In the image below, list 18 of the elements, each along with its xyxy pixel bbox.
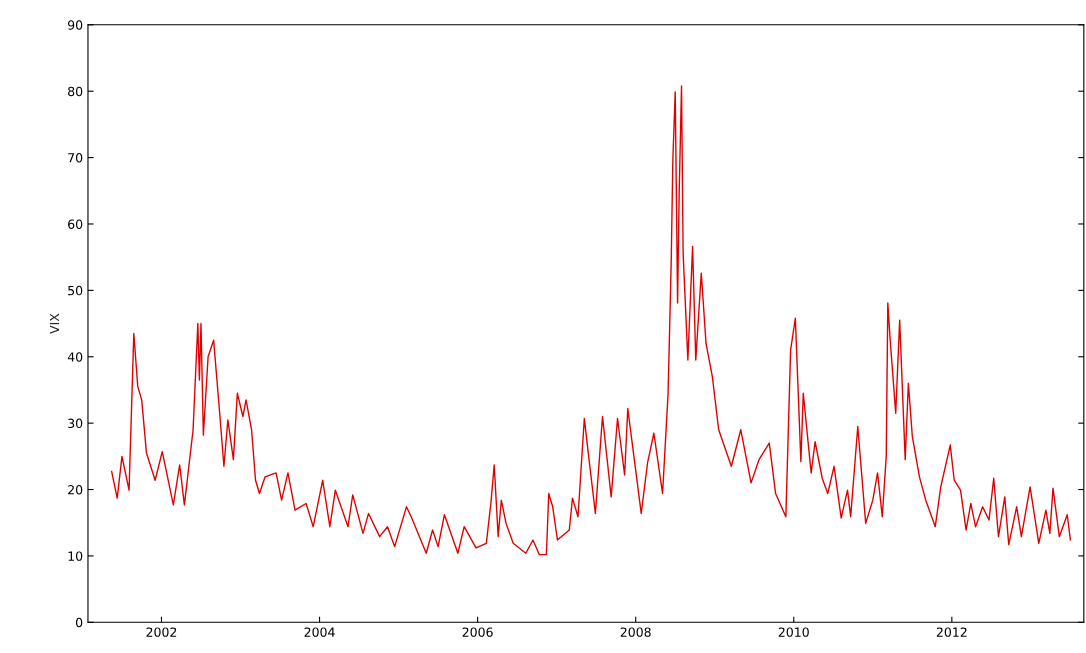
y-axis-title: VIX: [49, 313, 60, 334]
y-tick-label: 50: [68, 285, 83, 296]
x-tick-label: 2010: [778, 627, 809, 637]
y-tick-label: 80: [68, 86, 83, 97]
y-tick-label: 10: [68, 551, 83, 561]
y-tick-label: 30: [68, 418, 83, 429]
y-tick-label: 20: [68, 485, 83, 495]
x-tick-label: 2006: [462, 627, 493, 637]
y-tick-label: 60: [68, 219, 83, 229]
y-tick-label: 70: [68, 153, 83, 163]
x-tick-label: 2008: [620, 627, 651, 637]
x-tick-label: 2002: [146, 627, 177, 637]
x-tick-label: 2004: [304, 627, 335, 637]
y-tick-label: 40: [67, 352, 83, 362]
line-series: [110, 85, 1072, 556]
y-tick-label: 0: [75, 617, 83, 628]
x-tick-label: 2012: [936, 627, 967, 637]
y-tick-label: 90: [67, 20, 83, 30]
